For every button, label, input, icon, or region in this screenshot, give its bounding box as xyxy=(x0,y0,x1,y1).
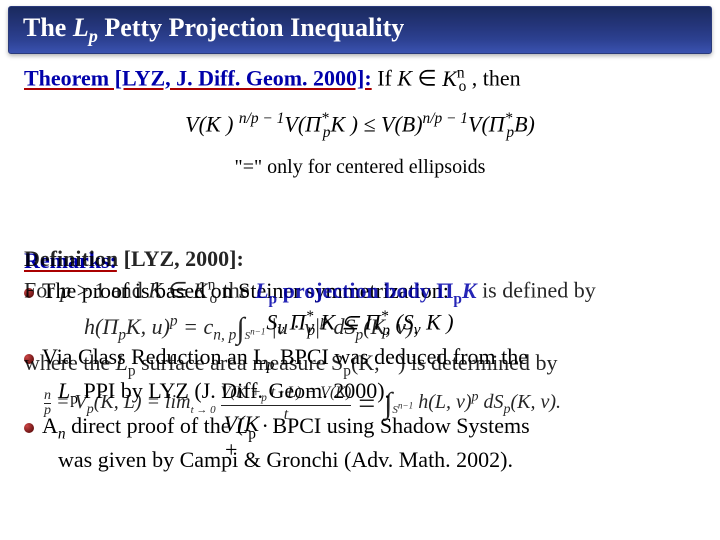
title-pre: The xyxy=(23,13,73,42)
main-inequality: V(K ) n/p − 1V(Π*pK ) ≤ V(B)n/p − 1V(Π*p… xyxy=(24,110,696,142)
theorem-then: , then xyxy=(466,66,520,91)
remark3b: was given by Campi & Gronchi (Adv. Math.… xyxy=(24,447,696,473)
equals-note: "=" only for centered ellipsoids xyxy=(24,156,696,179)
theorem-Ko: Kno xyxy=(442,66,466,91)
title-p: p xyxy=(89,26,98,46)
title-L: L xyxy=(73,13,89,42)
title-rest: Petty Projection Inequality xyxy=(98,13,404,42)
title-band: The Lp Petty Projection Inequality xyxy=(8,6,712,54)
content-area: Theorem [LYZ, J. Diff. Geom. 2000]: If K… xyxy=(0,64,720,178)
theorem-line: Theorem [LYZ, J. Diff. Geom. 2000]: If K… xyxy=(24,64,696,96)
definition-body: For p > 1 and K ∈ Kno the Lp projection … xyxy=(24,276,696,308)
definition-layer: Definition [LYZ, 2000]: For p > 1 and K … xyxy=(24,242,696,427)
theorem-label: Theorem [LYZ, J. Diff. Geom. 2000]: xyxy=(24,66,372,91)
where-line: where the Lp surface area measure Sp(K, … xyxy=(24,350,696,380)
theorem-in: ∈ xyxy=(412,66,442,91)
theorem-if: If xyxy=(372,66,398,91)
theorem-K: K xyxy=(397,66,412,91)
definition-label: Definition [LYZ, 2000]: xyxy=(24,246,244,271)
vp-line: np = Vp(K, L) = limt → 0 V(K +p t · L) −… xyxy=(24,384,696,423)
h-line: h(ΠpK, u)p = cn, p ∫Sn−1 |u · v|p dSp(K,… xyxy=(24,312,696,346)
